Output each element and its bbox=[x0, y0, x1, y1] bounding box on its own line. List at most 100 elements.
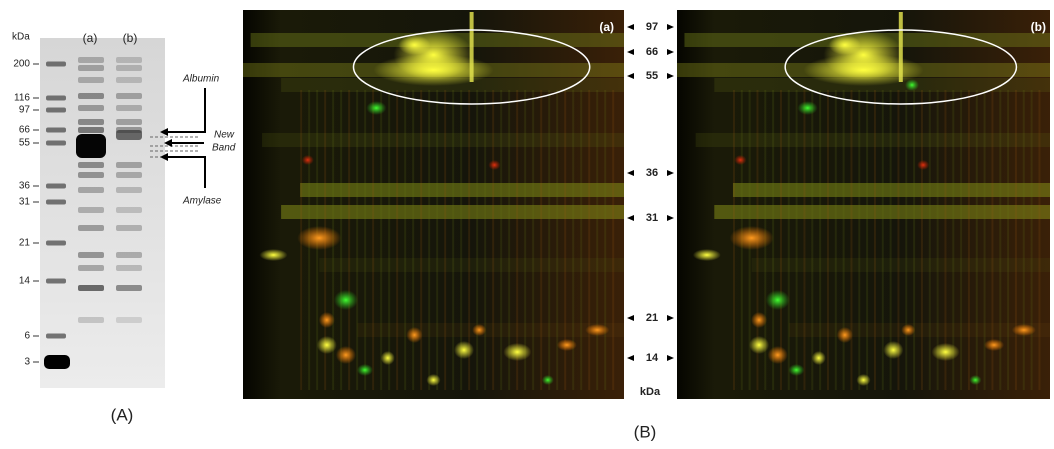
vertical-streak bbox=[564, 90, 567, 390]
vertical-streak bbox=[492, 90, 495, 390]
lane-band bbox=[78, 187, 104, 193]
vertical-streak bbox=[412, 90, 415, 390]
lane-band bbox=[78, 105, 104, 111]
protein-spot bbox=[488, 160, 501, 170]
protein-spot bbox=[318, 312, 335, 328]
protein-spot bbox=[767, 346, 788, 364]
lane-band bbox=[78, 265, 104, 271]
ladder-band bbox=[46, 61, 66, 67]
protein-spot bbox=[883, 341, 904, 359]
vertical-streak bbox=[850, 90, 853, 390]
protein-spot bbox=[503, 343, 532, 361]
protein-spot bbox=[297, 226, 342, 250]
marker-label: 97 bbox=[19, 105, 31, 116]
streak bbox=[357, 323, 624, 337]
vertical-streak bbox=[920, 90, 923, 390]
arrow-head bbox=[160, 128, 168, 136]
marker-label: 66 bbox=[646, 46, 658, 58]
vertical-streak bbox=[873, 90, 876, 390]
lane-band bbox=[116, 252, 142, 258]
marker-arrow bbox=[627, 315, 634, 321]
vertical-streak bbox=[866, 90, 869, 390]
vertical-streak bbox=[913, 90, 916, 390]
lane-band bbox=[116, 265, 142, 271]
protein-spot bbox=[585, 324, 610, 336]
protein-spot bbox=[356, 364, 373, 376]
vertical-streak bbox=[428, 90, 431, 390]
marker-label: 55 bbox=[646, 70, 658, 82]
protein-spot bbox=[751, 312, 768, 328]
lane-band bbox=[78, 57, 104, 63]
marker-label: 116 bbox=[14, 93, 30, 104]
marker-arrow bbox=[627, 215, 634, 221]
lane-band bbox=[116, 172, 142, 178]
annotation: New bbox=[214, 130, 235, 141]
streak bbox=[695, 133, 1050, 147]
vertical-streak bbox=[484, 90, 487, 390]
lane-band bbox=[78, 119, 104, 125]
marker-arrow bbox=[667, 24, 674, 30]
marker-label: 14 bbox=[19, 276, 31, 287]
panel-b: (a) (b) kDa (B) 97 66 55 36 31 21 14 bbox=[243, 10, 1050, 441]
protein-spot bbox=[969, 375, 982, 385]
protein-spot bbox=[556, 339, 577, 351]
vertical-streak bbox=[500, 90, 503, 390]
lane-band bbox=[78, 127, 104, 133]
lane-band bbox=[78, 77, 104, 83]
lane-band bbox=[116, 207, 142, 213]
vertical-streak bbox=[803, 90, 806, 390]
lane-band bbox=[116, 225, 142, 231]
protein-spot bbox=[366, 101, 387, 115]
albumin-streak bbox=[898, 12, 903, 82]
ladder-band bbox=[46, 199, 66, 205]
vertical-streak bbox=[356, 90, 359, 390]
protein-spot bbox=[765, 290, 790, 310]
streak bbox=[714, 205, 1050, 219]
lane-band bbox=[78, 317, 104, 323]
lane-band bbox=[116, 93, 142, 99]
protein-spot bbox=[836, 327, 853, 343]
vertical-streak bbox=[444, 90, 447, 390]
panel-a: kDa (a) (b) Albumin New Band Amylase (A)… bbox=[12, 31, 236, 424]
protein-spot bbox=[823, 30, 904, 80]
marker-label: 200 bbox=[13, 59, 30, 70]
lane-band bbox=[116, 119, 142, 125]
vertical-streak bbox=[508, 90, 511, 390]
highlight-ellipse bbox=[352, 29, 591, 105]
protein-spot bbox=[333, 290, 358, 310]
marker-label: 21 bbox=[19, 238, 31, 249]
lane-label: (a) bbox=[83, 31, 98, 45]
annotation: Amylase bbox=[182, 196, 222, 207]
streak bbox=[788, 323, 1050, 337]
image-label: (a) bbox=[599, 20, 614, 34]
marker-arrow bbox=[627, 49, 634, 55]
streak bbox=[732, 183, 1050, 197]
marker-arrow bbox=[667, 170, 674, 176]
vertical-streak bbox=[516, 90, 519, 390]
vertical-streak bbox=[468, 90, 471, 390]
marker-arrow bbox=[627, 170, 634, 176]
protein-spot bbox=[380, 351, 395, 365]
lane-band bbox=[116, 65, 142, 71]
lane-band bbox=[116, 77, 142, 83]
vertical-streak bbox=[436, 90, 439, 390]
vertical-streak bbox=[960, 90, 963, 390]
protein-spot bbox=[749, 336, 770, 354]
protein-spot bbox=[856, 374, 871, 386]
vertical-streak bbox=[420, 90, 423, 390]
vertical-streak bbox=[604, 90, 607, 390]
lane-label: (b) bbox=[123, 31, 138, 45]
lane-band bbox=[116, 57, 142, 63]
lane-band bbox=[116, 162, 142, 168]
vertical-streak bbox=[834, 90, 837, 390]
protein-spot bbox=[931, 343, 960, 361]
ladder-band bbox=[44, 355, 70, 369]
marker-label: 55 bbox=[19, 138, 31, 149]
vertical-streak bbox=[1038, 90, 1041, 390]
vertical-streak bbox=[991, 90, 994, 390]
marker-arrow bbox=[667, 49, 674, 55]
vertical-streak bbox=[897, 90, 900, 390]
lane-band bbox=[116, 187, 142, 193]
ladder-band bbox=[46, 240, 66, 246]
